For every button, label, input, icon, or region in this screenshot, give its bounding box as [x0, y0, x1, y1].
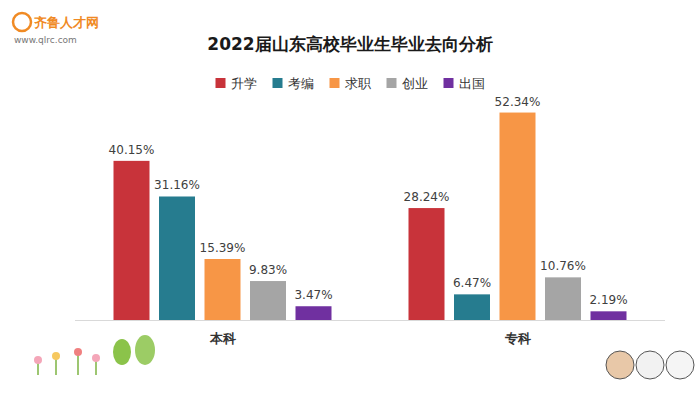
legend-item: 升学	[216, 76, 257, 91]
bars	[114, 113, 627, 320]
logo-text: 齐鲁人才网	[34, 15, 99, 30]
data-label: 28.24%	[404, 190, 450, 204]
chart: 齐鲁人才网 www.qlrc.com 2022届山东高校毕业生毕业去向分析升学 考编 求…	[0, 0, 700, 393]
flower	[34, 356, 42, 364]
data-label: 6.47%	[453, 276, 491, 290]
legend-item: 出国	[444, 76, 485, 91]
legend-swatch	[387, 78, 397, 88]
bear	[636, 351, 664, 379]
category-label: 专科	[504, 331, 531, 346]
tree	[135, 335, 155, 365]
data-label: 52.34%	[495, 95, 541, 109]
data-label: 15.39%	[200, 241, 246, 255]
bar	[250, 281, 286, 320]
legend-label: 考编	[288, 76, 314, 91]
logo-icon	[13, 13, 31, 31]
bear	[666, 351, 694, 379]
bar	[114, 161, 150, 320]
bear	[606, 351, 634, 379]
data-label: 2.19%	[589, 293, 627, 307]
bar	[205, 259, 241, 320]
legend-swatch	[444, 78, 454, 88]
bar	[159, 196, 195, 320]
flower	[74, 348, 82, 356]
data-label: 31.16%	[154, 178, 200, 192]
legend-swatch	[273, 78, 283, 88]
legend-label: 升学	[231, 76, 257, 91]
flower	[52, 352, 60, 360]
bar	[409, 208, 445, 320]
legend-label: 出国	[459, 76, 485, 91]
logo-url: www.qlrc.com	[14, 35, 77, 45]
data-label: 40.15%	[109, 143, 155, 157]
bar	[591, 311, 627, 320]
data-label: 9.83%	[249, 263, 287, 277]
flower	[92, 354, 100, 362]
legend-swatch	[216, 78, 226, 88]
legend: 升学 考编 求职 创业 出国	[216, 76, 485, 91]
data-labels: 40.15% 31.16% 15.39%9.83% 3.47% 28.24% 6.47% 5…	[109, 95, 628, 308]
bar	[454, 294, 490, 320]
legend-swatch	[330, 78, 340, 88]
legend-item: 考编	[273, 76, 314, 91]
legend-item: 创业	[387, 76, 428, 91]
data-label: 10.76%	[540, 259, 586, 273]
bar	[545, 277, 581, 320]
legend-label: 创业	[402, 76, 428, 91]
legend-item: 求职	[330, 76, 371, 91]
category-label: 本科	[209, 331, 236, 346]
bar	[296, 306, 332, 320]
legend-label: 求职	[345, 76, 371, 91]
baseline	[75, 320, 665, 321]
bar	[500, 113, 536, 320]
tree	[113, 339, 131, 365]
decoration	[34, 335, 694, 379]
data-label: 3.47%	[294, 288, 332, 302]
title: 2022届山东高校毕业生毕业去向分析	[207, 34, 492, 54]
